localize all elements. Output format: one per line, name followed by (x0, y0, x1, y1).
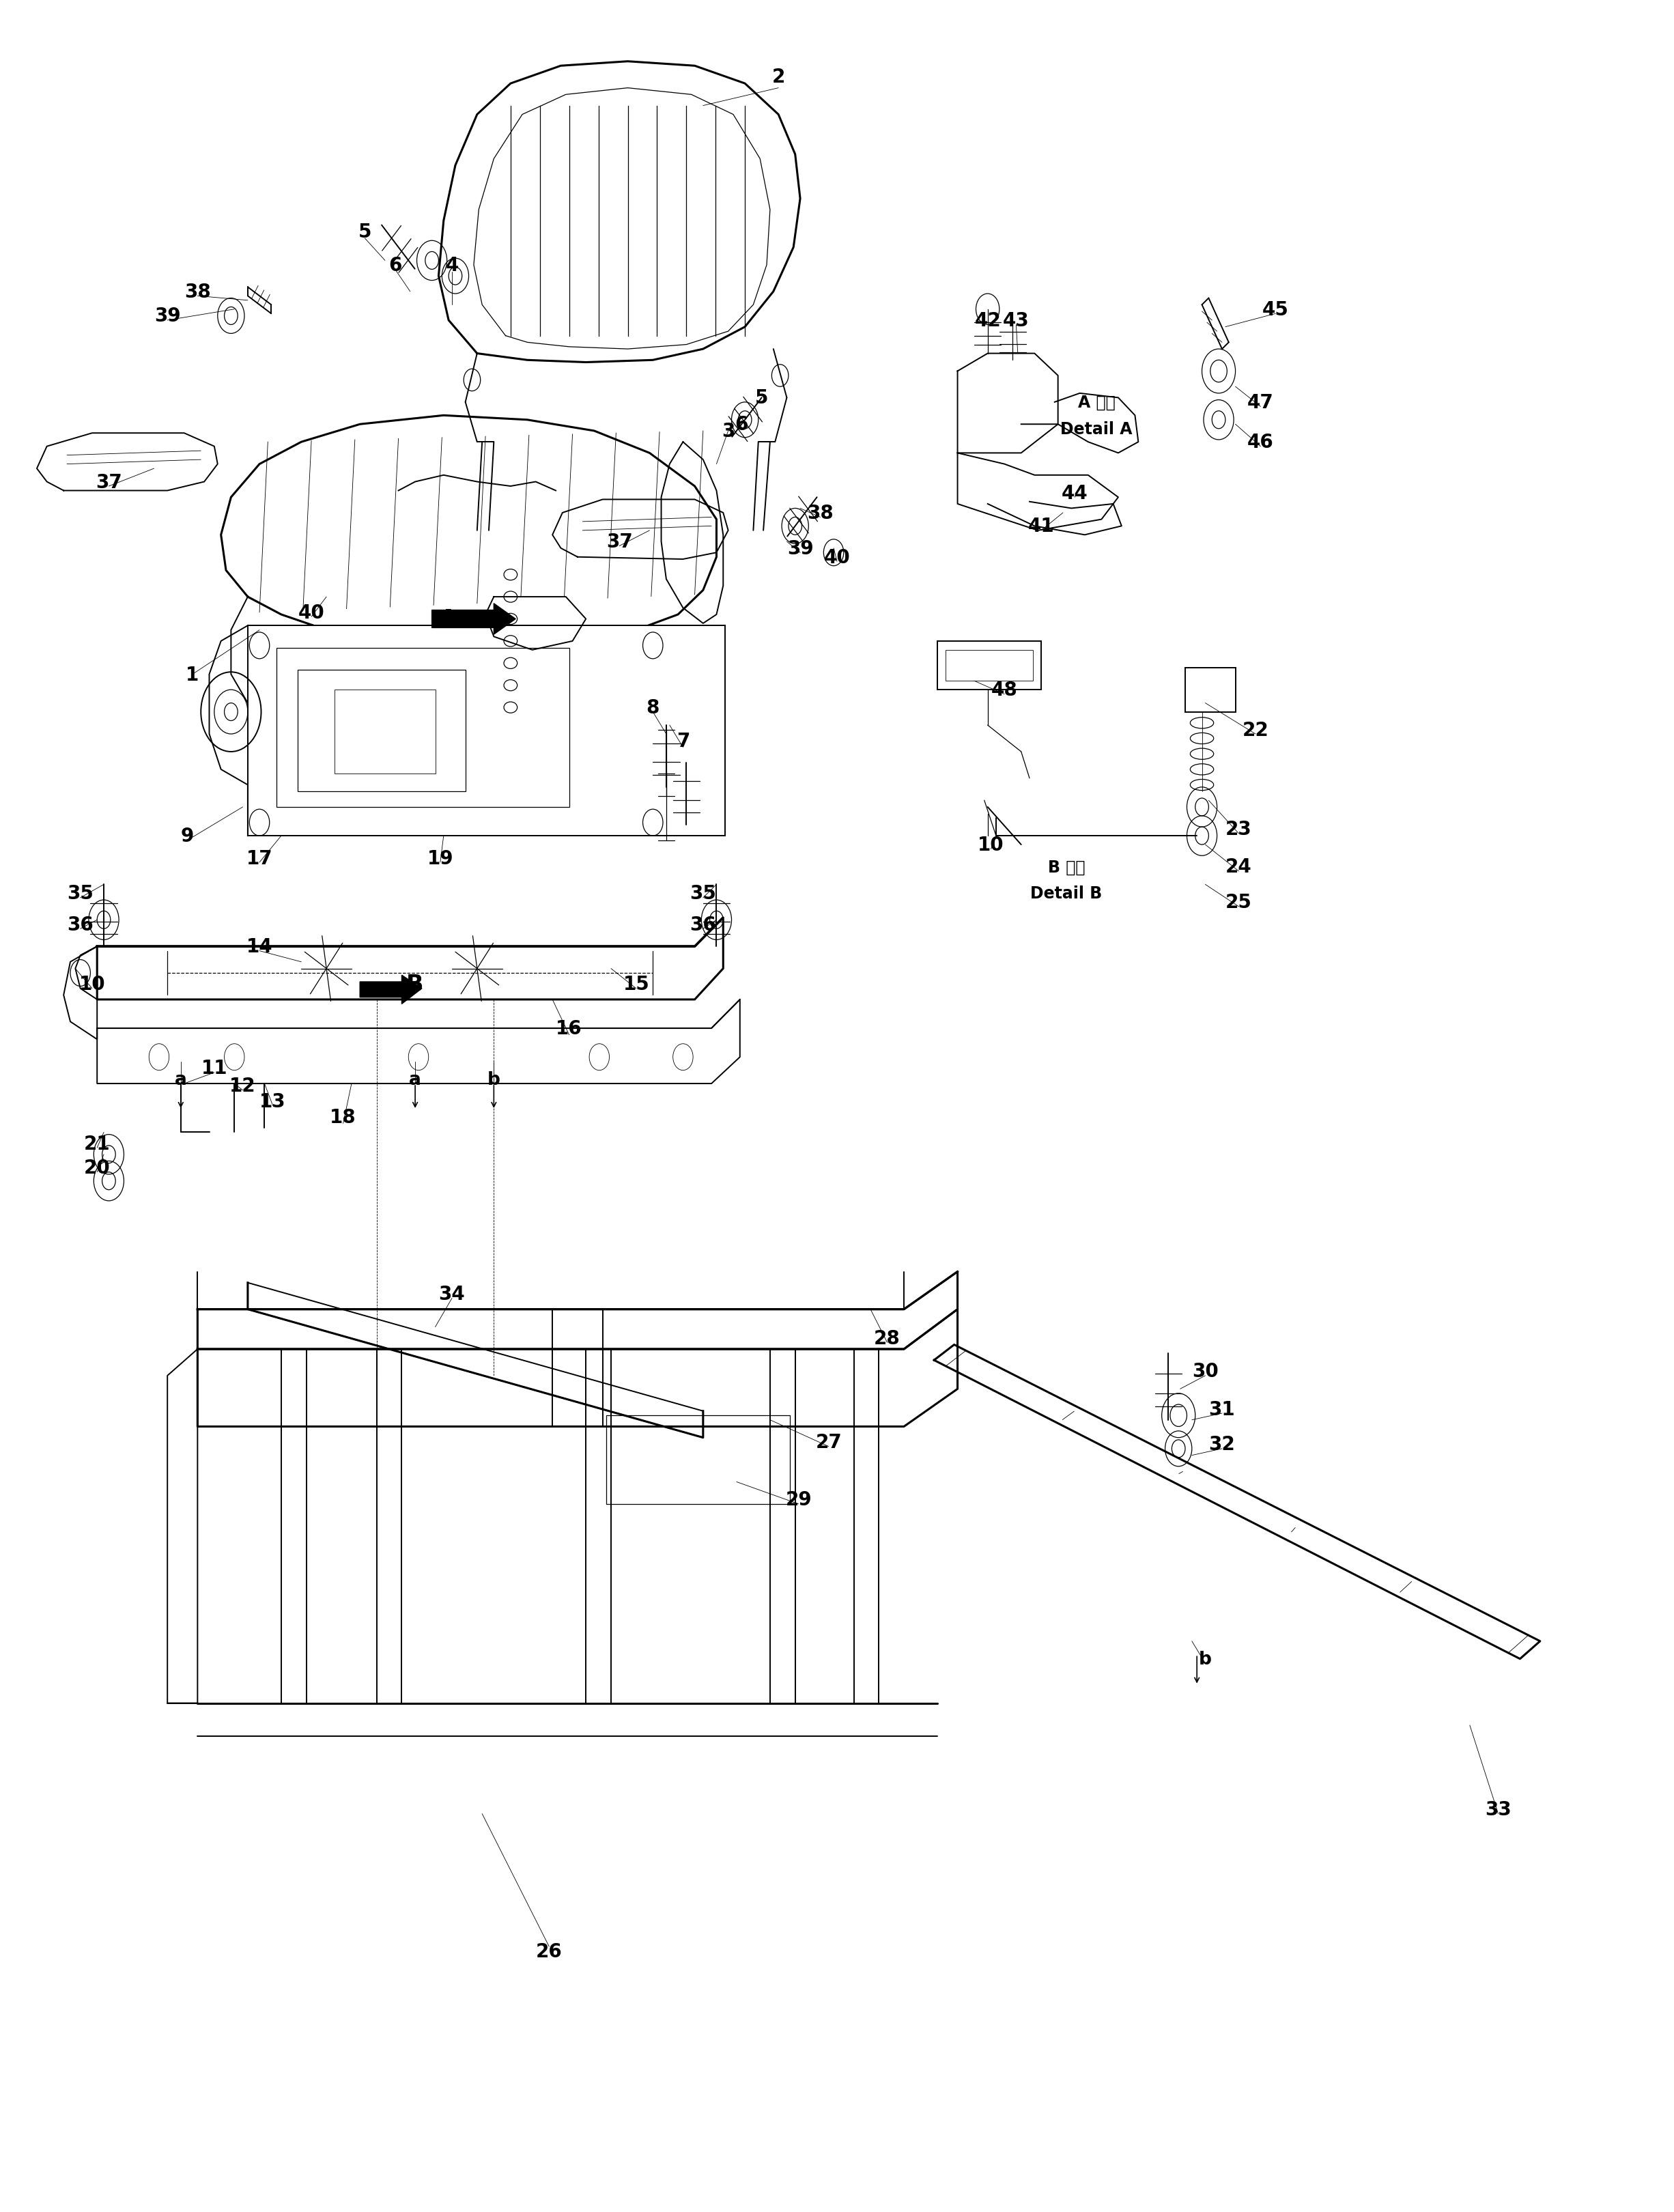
Text: 21: 21 (84, 1135, 110, 1152)
Polygon shape (661, 442, 723, 624)
Polygon shape (64, 947, 97, 1040)
Text: 2: 2 (772, 69, 785, 86)
Text: 36: 36 (690, 916, 716, 933)
Text: a: a (174, 1071, 187, 1088)
Text: 26: 26 (536, 1942, 562, 1960)
Text: 1: 1 (186, 666, 199, 684)
Text: 25: 25 (1225, 894, 1252, 911)
Text: 39: 39 (154, 307, 181, 325)
Text: 5: 5 (358, 223, 372, 241)
Text: 37: 37 (95, 473, 122, 491)
Polygon shape (221, 416, 716, 646)
Text: 10: 10 (79, 975, 105, 993)
Text: 15: 15 (623, 975, 650, 993)
Text: 39: 39 (787, 540, 814, 557)
Text: 29: 29 (785, 1491, 812, 1509)
Text: Detail A: Detail A (1060, 420, 1133, 438)
Text: 24: 24 (1225, 858, 1252, 876)
Bar (335, 690, 435, 774)
Text: 31: 31 (1209, 1400, 1235, 1418)
Text: 3: 3 (721, 422, 735, 440)
Text: 45: 45 (1262, 301, 1289, 319)
Polygon shape (958, 354, 1058, 453)
Text: Detail B: Detail B (1031, 885, 1101, 902)
Text: 6: 6 (388, 257, 402, 274)
Text: 46: 46 (1247, 434, 1274, 451)
Text: 5: 5 (755, 389, 768, 407)
Text: 13: 13 (259, 1093, 286, 1110)
Text: 4: 4 (445, 257, 459, 274)
Text: 14: 14 (246, 938, 273, 956)
Polygon shape (37, 434, 218, 491)
Polygon shape (97, 1000, 740, 1084)
Text: 11: 11 (201, 1060, 228, 1077)
Text: 9: 9 (181, 827, 194, 845)
Polygon shape (198, 1310, 958, 1427)
Bar (937, 641, 1041, 690)
Text: 23: 23 (1225, 821, 1252, 838)
Text: 41: 41 (1028, 518, 1055, 535)
Bar (298, 670, 465, 792)
Text: 8: 8 (646, 699, 660, 717)
Text: 36: 36 (67, 916, 94, 933)
Polygon shape (934, 1345, 1540, 1659)
Text: A 詳細: A 詳細 (1078, 394, 1115, 411)
Text: 6: 6 (735, 416, 748, 434)
Text: 22: 22 (1242, 721, 1269, 739)
Text: B: B (407, 973, 424, 995)
Polygon shape (231, 597, 326, 719)
Text: 37: 37 (606, 533, 633, 551)
Bar (606, 1416, 790, 1504)
Polygon shape (485, 597, 586, 650)
Text: 48: 48 (991, 681, 1018, 699)
Text: 7: 7 (676, 732, 690, 750)
Text: 33: 33 (1485, 1801, 1512, 1818)
Text: 12: 12 (229, 1077, 256, 1095)
Text: b: b (1199, 1650, 1212, 1668)
Text: A: A (440, 608, 457, 630)
Text: 16: 16 (556, 1020, 583, 1037)
Text: 38: 38 (807, 504, 834, 522)
Text: 30: 30 (1192, 1363, 1219, 1380)
Polygon shape (198, 1272, 958, 1349)
Polygon shape (552, 500, 728, 560)
Text: 44: 44 (1061, 484, 1088, 502)
Text: B 詳細: B 詳細 (1048, 858, 1085, 876)
Text: 34: 34 (439, 1285, 465, 1303)
Text: 40: 40 (298, 604, 325, 622)
Text: 27: 27 (815, 1433, 842, 1451)
Text: 47: 47 (1247, 394, 1274, 411)
Text: 19: 19 (427, 849, 454, 867)
Text: 28: 28 (874, 1329, 901, 1347)
Text: 40: 40 (824, 549, 850, 566)
Text: 17: 17 (246, 849, 273, 867)
Text: 42: 42 (974, 312, 1001, 330)
Text: 18: 18 (330, 1108, 357, 1126)
Text: a: a (408, 1071, 422, 1088)
Text: 10: 10 (978, 836, 1004, 854)
Bar (1185, 668, 1235, 712)
Polygon shape (209, 626, 248, 836)
Bar (946, 650, 1033, 681)
Polygon shape (432, 604, 516, 635)
Text: 38: 38 (184, 283, 211, 301)
Text: 20: 20 (84, 1159, 110, 1177)
Text: 32: 32 (1209, 1436, 1235, 1453)
Bar (248, 626, 725, 836)
Polygon shape (360, 975, 422, 1004)
Text: 35: 35 (67, 885, 94, 902)
Text: b: b (487, 1071, 501, 1088)
Polygon shape (167, 1349, 198, 1703)
Text: 43: 43 (1003, 312, 1030, 330)
Polygon shape (97, 918, 723, 1000)
Bar (276, 648, 569, 807)
Polygon shape (958, 453, 1118, 531)
Text: 35: 35 (690, 885, 716, 902)
